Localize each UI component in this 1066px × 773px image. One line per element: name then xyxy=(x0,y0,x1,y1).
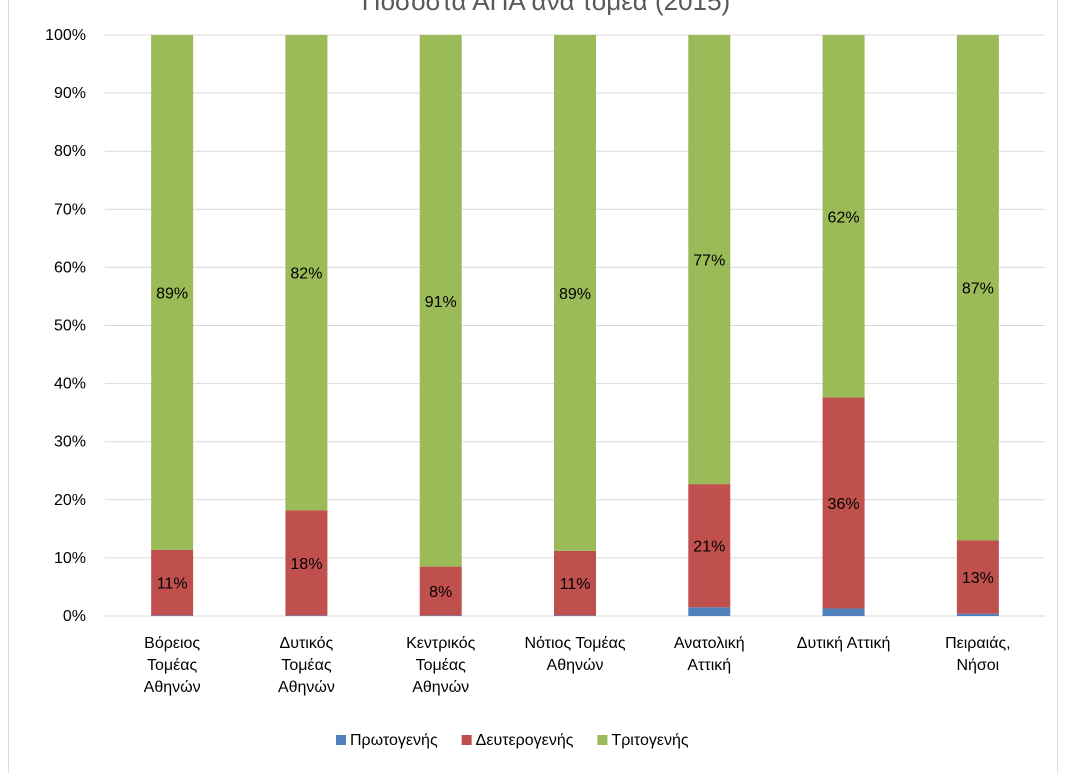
bar-segment xyxy=(822,397,865,609)
data-label: 21% xyxy=(693,539,725,556)
x-category-label: Δυτικός xyxy=(280,635,334,652)
legend-item: Πρωτογενής xyxy=(336,732,438,749)
x-axis-categories: Βόρειος Τομέας Αθηνών Δυτικός Τομέας Αθηνών Κε… xyxy=(144,635,1011,696)
y-tick-label: 100% xyxy=(45,27,86,44)
y-tick-label: 30% xyxy=(54,434,86,451)
y-tick-label: 20% xyxy=(54,492,86,509)
data-labels: 11% 89% 18% 82% 8% 91% 11% 89% 21% 77% 36% 62% 13% 87… xyxy=(156,209,994,601)
bar-segment xyxy=(688,484,731,608)
y-tick-label: 70% xyxy=(54,201,86,218)
legend-item: Τριτογενής xyxy=(597,732,689,749)
x-category-label: Νότιος Τομέας xyxy=(524,635,625,652)
y-tick-label: 50% xyxy=(54,318,86,335)
bar-segment xyxy=(554,550,596,616)
bar-segment xyxy=(822,35,865,398)
y-tick-label: 60% xyxy=(54,259,86,276)
data-label: 36% xyxy=(828,496,860,513)
x-category-label: Αθηνών xyxy=(547,657,604,674)
legend-swatch xyxy=(597,735,608,745)
x-category-label: Δυτική Αττική xyxy=(797,635,891,652)
bar-segment xyxy=(151,549,194,616)
data-label: 87% xyxy=(962,281,994,298)
legend-label: Τριτογενής xyxy=(611,732,688,749)
bar-segment xyxy=(956,540,999,614)
bar-segment xyxy=(554,35,596,551)
data-label: 13% xyxy=(962,570,994,587)
legend-label: Δευτερογενής xyxy=(476,732,574,749)
x-category-label: Ανατολική xyxy=(674,635,745,652)
bar-segment xyxy=(554,615,596,616)
bar-segment xyxy=(419,35,462,567)
bar-segment xyxy=(956,35,999,541)
x-category-label: Αθηνών xyxy=(412,679,469,696)
x-category-label: Αθηνών xyxy=(144,679,201,696)
bar-segment xyxy=(285,35,328,511)
data-label: 77% xyxy=(693,253,725,270)
x-category-label: Αττική xyxy=(687,657,731,674)
y-tick-label: 10% xyxy=(54,550,86,567)
y-axis: 0% 10% 20% 30% 40% 50% 60% 70% 80% 90% 100% xyxy=(45,27,86,625)
bar-segment xyxy=(688,607,731,616)
bar-segment xyxy=(419,615,462,616)
data-label: 91% xyxy=(425,294,457,311)
data-label: 11% xyxy=(157,576,188,593)
data-label: 89% xyxy=(156,285,188,302)
y-tick-label: 0% xyxy=(63,608,86,625)
legend-item: Δευτερογενής xyxy=(461,732,574,749)
chart-title: Ποσοστά ΑΠΑ ανά τομέα (2015) xyxy=(362,0,730,16)
x-category-label: Πειραιάς, xyxy=(945,635,1011,652)
data-label: 18% xyxy=(290,556,322,573)
bar-segment xyxy=(956,613,999,616)
x-category-label: Αθηνών xyxy=(278,679,335,696)
y-tick-label: 40% xyxy=(54,376,86,393)
legend: Πρωτογενής Δευτερογενής Τριτογενής xyxy=(336,732,689,749)
bar-segment xyxy=(151,615,194,616)
legend-swatch xyxy=(461,735,472,745)
x-category-label: Τομέας xyxy=(281,657,332,674)
data-label: 11% xyxy=(560,576,591,593)
bar-segment xyxy=(285,615,328,616)
x-category-label: Τομέας xyxy=(416,657,467,674)
legend-swatch xyxy=(336,735,346,745)
y-tick-label: 90% xyxy=(54,85,86,102)
x-category-label: Βόρειος xyxy=(144,635,200,652)
y-tick-label: 80% xyxy=(54,143,86,160)
data-label: 8% xyxy=(429,584,452,601)
x-category-label: Κεντρικός xyxy=(406,635,475,652)
chart-frame-left-border xyxy=(8,0,9,773)
chart-frame-right-border xyxy=(1057,0,1058,773)
bars xyxy=(151,35,999,616)
data-label: 82% xyxy=(290,266,322,283)
data-label: 89% xyxy=(559,286,591,303)
bar-segment xyxy=(151,35,194,550)
legend-label: Πρωτογενής xyxy=(350,732,438,749)
bar-segment xyxy=(688,35,731,485)
bar-segment xyxy=(419,566,462,616)
data-label: 62% xyxy=(828,209,860,226)
x-category-label: Νήσοι xyxy=(956,657,999,674)
bar-segment xyxy=(285,510,328,616)
x-category-label: Τομέας xyxy=(147,657,198,674)
bar-segment xyxy=(822,608,865,616)
